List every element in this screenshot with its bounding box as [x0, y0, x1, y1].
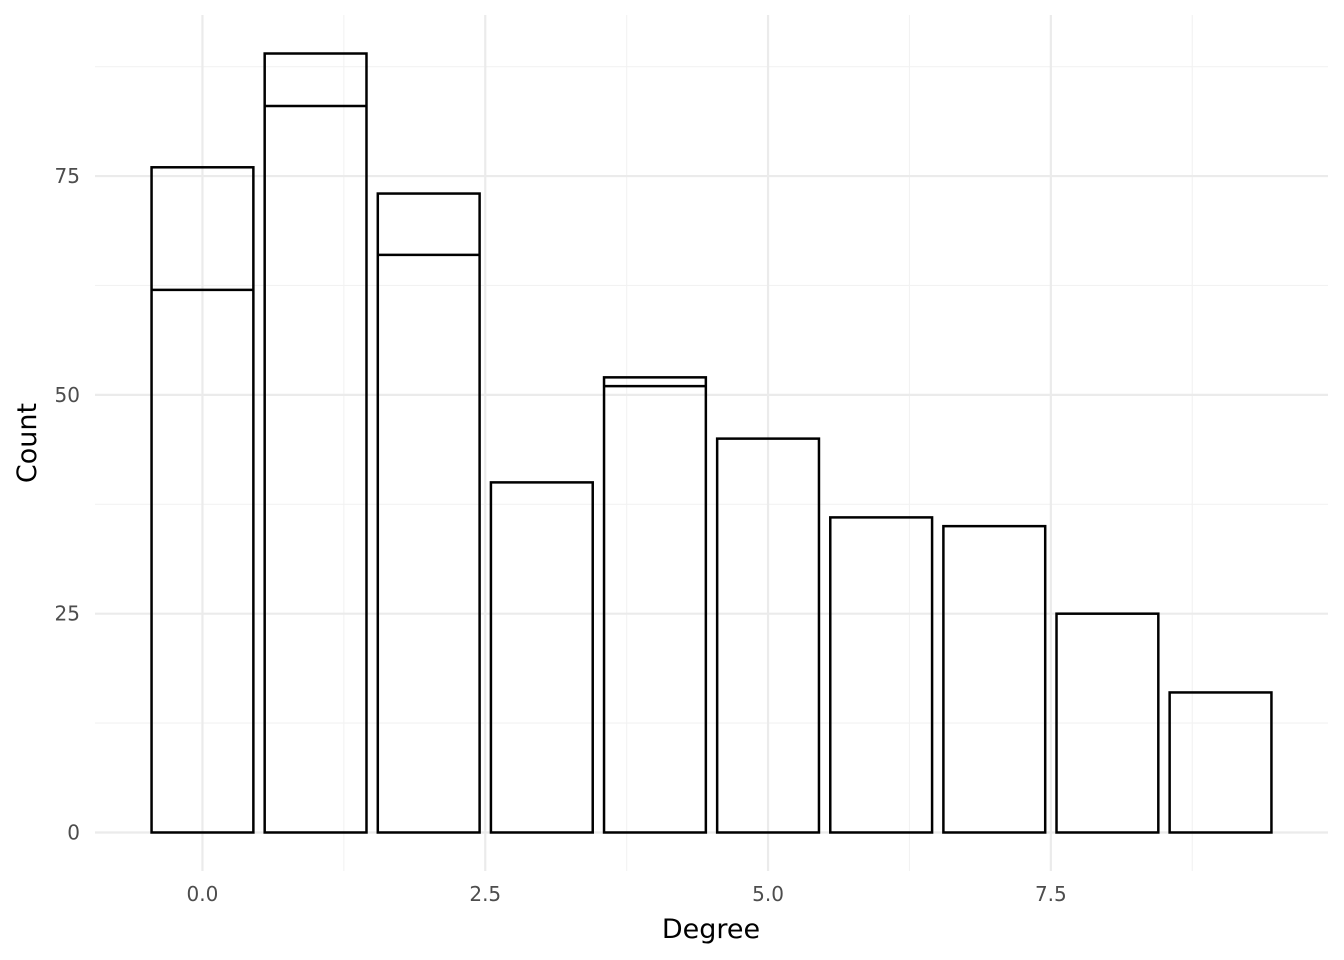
x-tick-label: 2.5 [469, 882, 501, 906]
tick-labels: 0.0 2.5 5.0 7.5 0 25 50 75 [55, 164, 1067, 906]
y-tick-label: 50 [55, 383, 80, 407]
bar-degree-8 [1055, 612, 1160, 834]
x-tick-label: 0.0 [187, 882, 219, 906]
bar-degree-7 [942, 524, 1047, 834]
y-tick-label: 75 [55, 164, 80, 188]
bar-degree-9 [1168, 691, 1273, 834]
bar-degree-2 [376, 192, 481, 834]
bar-degree-5 [715, 437, 821, 834]
grid-lines [95, 15, 1328, 871]
bar-degree-1 [263, 52, 368, 834]
x-tick-label: 7.5 [1035, 882, 1067, 906]
x-axis-title: Degree [662, 914, 760, 945]
bar-degree-4 [602, 376, 708, 834]
bars [150, 52, 1273, 834]
bar-degree-3 [489, 481, 594, 834]
x-tick-label: 5.0 [752, 882, 784, 906]
bar-degree-6 [829, 516, 934, 834]
y-tick-label: 0 [67, 820, 80, 844]
y-tick-label: 25 [55, 602, 80, 626]
y-axis-title: Count [12, 403, 43, 483]
bar-degree-0 [150, 166, 255, 834]
